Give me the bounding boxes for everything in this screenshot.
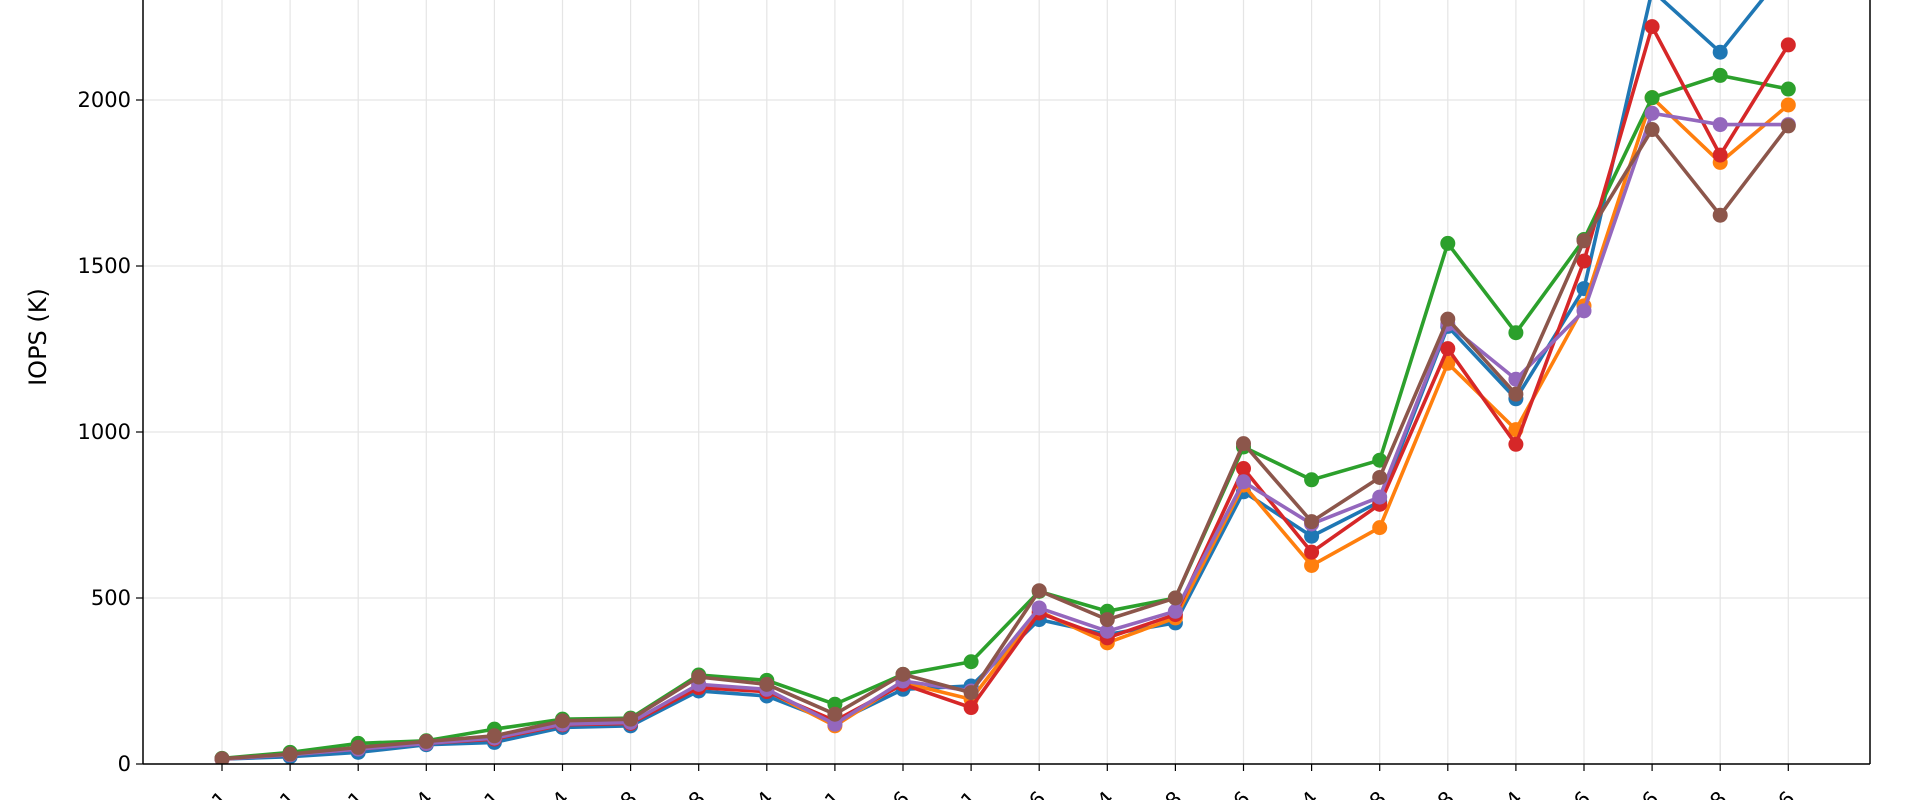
data-point <box>759 676 775 692</box>
x-tick-label: 4 <box>1297 787 1323 800</box>
x-tick-label: 1 <box>956 787 982 800</box>
data-point <box>1644 122 1660 138</box>
data-point <box>282 746 298 762</box>
data-point <box>1031 600 1047 616</box>
data-point <box>1780 81 1796 97</box>
data-point <box>1236 474 1251 490</box>
data-point <box>1236 436 1251 452</box>
data-point <box>1304 528 1320 544</box>
x-tick-label: 8 <box>1705 787 1731 800</box>
data-point <box>1440 341 1456 357</box>
data-point <box>1780 37 1796 53</box>
series-line <box>221 124 1790 761</box>
data-point <box>1167 590 1183 606</box>
x-tick-label: 4 <box>1501 787 1527 800</box>
x-tick-label: 4 <box>548 787 574 800</box>
data-point <box>350 739 366 755</box>
data-point <box>1576 253 1592 269</box>
data-point <box>895 666 911 682</box>
x-tick-label: 8 <box>684 787 710 800</box>
x-tick-label: 1 <box>207 787 233 800</box>
data-point <box>1508 386 1524 402</box>
data-point <box>1576 303 1592 319</box>
x-tick-label: 6 <box>888 787 914 800</box>
data-point <box>1372 520 1388 536</box>
series-group <box>214 0 1796 764</box>
data-point <box>1644 19 1660 35</box>
data-point <box>1712 147 1728 163</box>
series-1 <box>214 90 1796 764</box>
x-tick-label: 6 <box>1229 787 1255 800</box>
data-point <box>1644 90 1660 106</box>
data-point <box>418 733 434 749</box>
data-point <box>1440 235 1456 251</box>
series-4 <box>214 105 1796 764</box>
data-point <box>1712 44 1728 60</box>
data-point <box>1712 67 1728 83</box>
data-point <box>1099 612 1115 628</box>
x-tick-label: 4 <box>752 787 778 800</box>
data-point <box>555 713 570 729</box>
data-point <box>1780 97 1796 113</box>
y-axis-label: IOPS (K) <box>24 288 52 386</box>
data-point <box>1372 489 1388 505</box>
x-tick-label: 8 <box>616 787 642 800</box>
y-tick-label: 500 <box>91 586 131 610</box>
axes: 1 1 1 4 1 4 8 8 4 1 6 1 6 4 8 6 4 8 8 4 6 6 8 6 0 500 1000 1500 2000 <box>78 0 1871 800</box>
data-point <box>1304 557 1320 573</box>
x-tick-label: 1 <box>480 787 506 800</box>
data-point <box>1712 207 1728 223</box>
x-tick-label: 6 <box>1024 787 1050 800</box>
data-point <box>1099 623 1115 639</box>
data-point <box>1372 469 1388 485</box>
x-tick-label: 4 <box>411 787 437 800</box>
data-point <box>1031 583 1047 599</box>
data-point <box>1304 514 1320 530</box>
data-point <box>1780 118 1796 134</box>
data-point <box>623 711 639 727</box>
data-point <box>963 654 979 670</box>
y-tick-label: 0 <box>118 752 131 776</box>
data-point <box>1304 472 1320 488</box>
series-5 <box>214 118 1796 764</box>
data-point <box>1304 544 1320 560</box>
data-point <box>1712 117 1728 133</box>
data-point <box>1644 105 1660 121</box>
x-tick-label: 8 <box>1161 787 1187 800</box>
x-tick-label: 1 <box>820 787 846 800</box>
data-point <box>1576 233 1592 249</box>
y-tick-label: 2000 <box>78 88 131 112</box>
data-point <box>963 685 979 701</box>
data-point <box>1372 452 1388 468</box>
data-point <box>1508 325 1524 341</box>
y-tick-label: 1500 <box>78 254 131 278</box>
x-tick-label: 8 <box>1365 787 1391 800</box>
x-tick-label: 4 <box>1092 787 1118 800</box>
data-point <box>827 706 843 722</box>
data-point <box>1440 311 1456 327</box>
x-tick-label: 6 <box>1637 787 1663 800</box>
data-point <box>963 700 979 716</box>
x-tick-label: 6 <box>1773 787 1799 800</box>
series-line <box>221 0 1765 761</box>
x-tick-label: 1 <box>343 787 369 800</box>
data-point <box>486 728 502 744</box>
series-line <box>221 73 1789 761</box>
data-point <box>1508 436 1524 452</box>
data-point <box>691 669 707 685</box>
data-point <box>1236 461 1251 477</box>
x-tick-label: 8 <box>1433 787 1459 800</box>
x-tick-label: 1 <box>275 787 301 800</box>
data-point <box>214 751 230 764</box>
data-point <box>1167 603 1183 619</box>
y-tick-label: 1000 <box>78 420 131 444</box>
x-tick-label: 6 <box>1569 787 1595 800</box>
